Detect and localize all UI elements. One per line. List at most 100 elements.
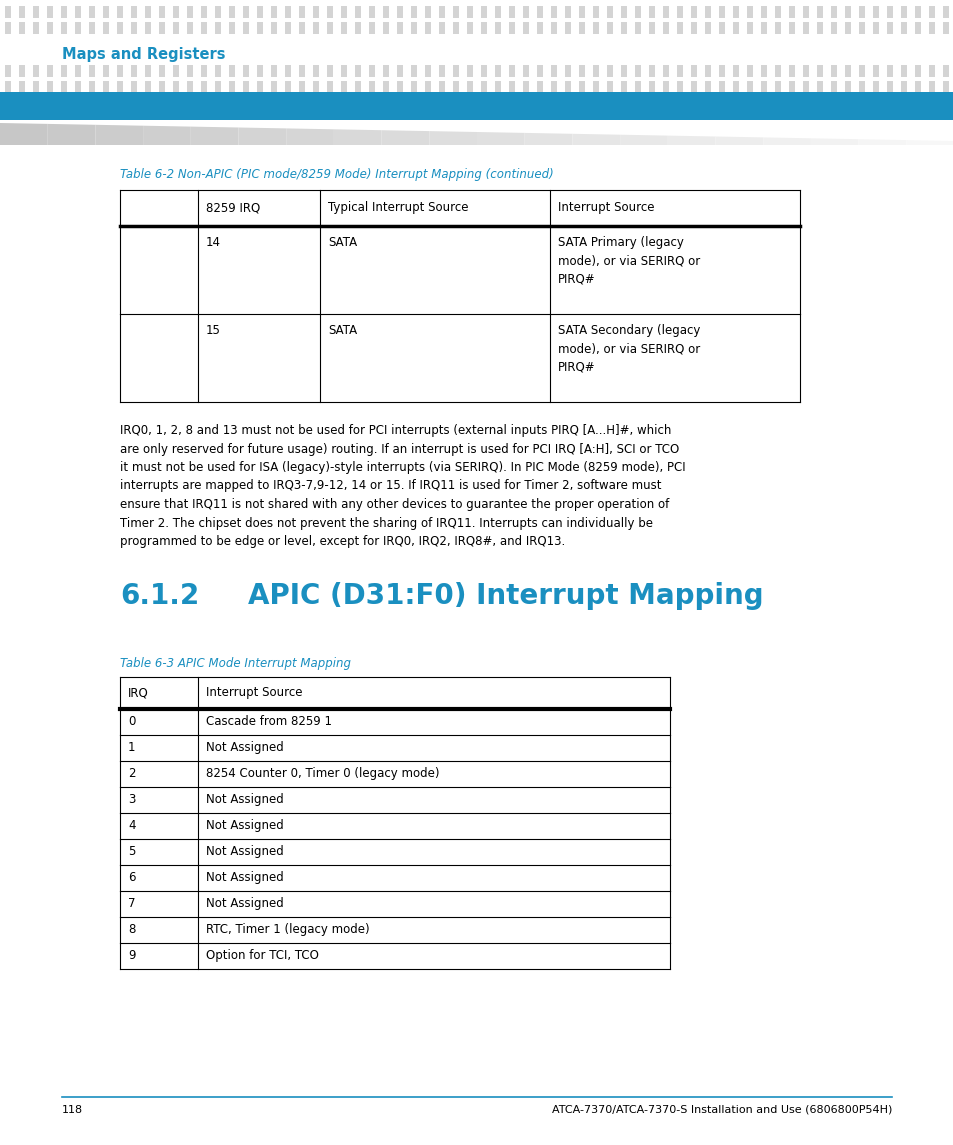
Bar: [509, 65, 515, 77]
Bar: [298, 22, 305, 34]
Bar: [411, 22, 416, 34]
Polygon shape: [143, 126, 191, 145]
Bar: [271, 22, 276, 34]
Bar: [760, 65, 766, 77]
Bar: [509, 6, 515, 18]
Text: interrupts are mapped to IRQ3-7,9-12, 14 or 15. If IRQ11 is used for Timer 2, so: interrupts are mapped to IRQ3-7,9-12, 14…: [120, 480, 660, 492]
Bar: [872, 22, 878, 34]
Bar: [229, 65, 234, 77]
Bar: [340, 81, 347, 93]
Bar: [369, 6, 375, 18]
Bar: [396, 6, 402, 18]
Bar: [704, 81, 710, 93]
Bar: [47, 65, 53, 77]
Bar: [19, 22, 25, 34]
Bar: [551, 6, 557, 18]
Bar: [396, 81, 402, 93]
Bar: [369, 81, 375, 93]
Bar: [159, 81, 165, 93]
Bar: [830, 22, 836, 34]
Text: Not Assigned: Not Assigned: [206, 871, 283, 884]
Bar: [788, 81, 794, 93]
Bar: [719, 81, 724, 93]
Bar: [886, 81, 892, 93]
Bar: [453, 81, 458, 93]
Bar: [187, 65, 193, 77]
Bar: [942, 81, 948, 93]
Bar: [509, 22, 515, 34]
Bar: [830, 65, 836, 77]
Bar: [593, 81, 598, 93]
Bar: [103, 81, 109, 93]
Polygon shape: [762, 137, 810, 145]
Bar: [788, 6, 794, 18]
Text: 1: 1: [128, 741, 135, 755]
Bar: [900, 81, 906, 93]
Text: it must not be used for ISA (legacy)-style interrupts (via SERIRQ). In PIC Mode : it must not be used for ISA (legacy)-sty…: [120, 461, 685, 474]
Text: ATCA-7370/ATCA-7370-S Installation and Use (6806800P54H): ATCA-7370/ATCA-7370-S Installation and U…: [551, 1105, 891, 1115]
Bar: [760, 81, 766, 93]
Bar: [298, 6, 305, 18]
Bar: [187, 81, 193, 93]
Bar: [75, 6, 81, 18]
Bar: [411, 81, 416, 93]
Bar: [732, 81, 739, 93]
Bar: [131, 22, 137, 34]
Bar: [564, 22, 571, 34]
Bar: [355, 22, 360, 34]
Bar: [662, 81, 668, 93]
Bar: [285, 65, 291, 77]
Bar: [47, 22, 53, 34]
Text: SATA Primary (legacy
mode), or via SERIRQ or
PIRQ#: SATA Primary (legacy mode), or via SERIR…: [558, 236, 700, 286]
Bar: [774, 65, 781, 77]
Bar: [844, 6, 850, 18]
Polygon shape: [95, 125, 143, 145]
Bar: [802, 22, 808, 34]
Bar: [5, 65, 11, 77]
Bar: [89, 6, 95, 18]
Bar: [522, 6, 529, 18]
Bar: [467, 81, 473, 93]
Bar: [75, 22, 81, 34]
Polygon shape: [48, 124, 95, 145]
Bar: [33, 81, 39, 93]
Bar: [802, 65, 808, 77]
Bar: [340, 6, 347, 18]
Bar: [172, 81, 179, 93]
Bar: [495, 81, 500, 93]
Bar: [788, 65, 794, 77]
Bar: [858, 65, 864, 77]
Bar: [495, 6, 500, 18]
Bar: [467, 65, 473, 77]
Bar: [662, 22, 668, 34]
Text: 6.1.2: 6.1.2: [120, 582, 199, 609]
Bar: [103, 6, 109, 18]
Bar: [33, 65, 39, 77]
Bar: [172, 6, 179, 18]
Polygon shape: [238, 127, 286, 145]
Bar: [285, 22, 291, 34]
Polygon shape: [572, 134, 619, 145]
Polygon shape: [858, 140, 905, 145]
Text: Not Assigned: Not Assigned: [206, 845, 283, 858]
Bar: [411, 65, 416, 77]
Bar: [256, 81, 263, 93]
Bar: [760, 6, 766, 18]
Bar: [578, 81, 584, 93]
Bar: [369, 22, 375, 34]
Text: 2: 2: [128, 767, 135, 780]
Bar: [942, 22, 948, 34]
Bar: [942, 65, 948, 77]
Bar: [424, 65, 431, 77]
Bar: [914, 6, 920, 18]
Bar: [256, 22, 263, 34]
Bar: [830, 81, 836, 93]
Bar: [201, 22, 207, 34]
Bar: [313, 6, 318, 18]
Bar: [75, 65, 81, 77]
Bar: [201, 65, 207, 77]
Text: ensure that IRQ11 is not shared with any other devices to guarantee the proper o: ensure that IRQ11 is not shared with any…: [120, 498, 669, 511]
Bar: [229, 22, 234, 34]
Bar: [438, 6, 444, 18]
Bar: [19, 81, 25, 93]
